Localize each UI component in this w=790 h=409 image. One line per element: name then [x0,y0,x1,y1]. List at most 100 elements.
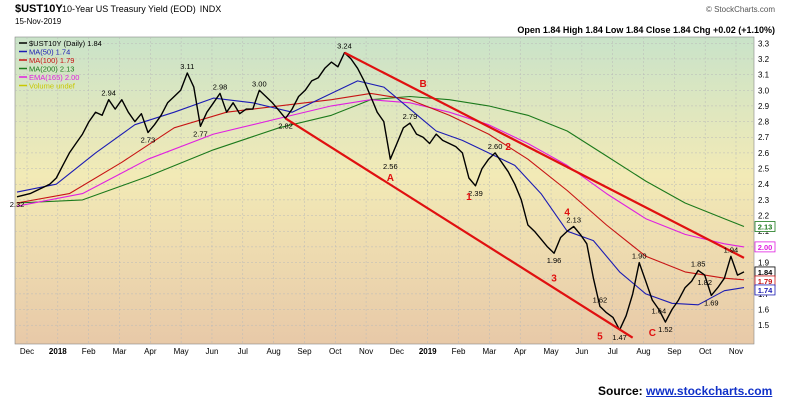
y-tick-label: 2.9 [758,102,770,111]
y-tick-label: 3.1 [758,71,770,80]
x-tick-label: Feb [82,347,96,356]
right-axis-tags: 2.13 2.00 1.841.791.74 [754,221,776,296]
trendline [284,117,634,339]
price-label: 1.62 [593,295,608,304]
price-label: 2.77 [193,129,208,138]
legend-entry: MA(100) 1.79 [29,56,74,65]
x-tick-label: Aug [636,347,650,356]
source-note: Source: www.stockcharts.com [598,384,772,398]
y-tick-label: 1.9 [758,259,770,268]
x-tick-label: Dec [390,347,404,356]
price-label: 1.85 [691,259,706,268]
wave-label: C [649,328,656,339]
right-tag-label: 2.00 [758,243,773,252]
wave-label: A [387,173,394,184]
x-tick-label: May [543,347,558,356]
x-tick-label: Feb [452,347,466,356]
ma50-line [16,80,745,306]
x-axis: Dec 2018 Feb Mar Apr May Jun Jul Aug Sep Oct Nov Dec… [20,347,743,356]
chart-name: 10-Year US Treasury Yield (EOD) INDX [62,4,221,14]
price-labels: 2.32 2.94 2.73 3.11 2.77 2.98 3.00 2.82 3.24 2.56… [10,42,739,342]
price-label: 1.82 [697,278,712,287]
x-tick-label: Sep [297,347,312,356]
ma100-line [16,92,745,281]
y-tick-label: 2.2 [758,212,770,221]
x-tick-label: Mar [483,347,497,356]
trendline-group [284,51,745,339]
price-label: 2.32 [10,200,25,209]
price-label: 2.82 [278,121,293,130]
plot-area [14,36,755,345]
right-tag-box [754,284,776,296]
price-label: 3.11 [180,62,194,71]
wave-label: 4 [564,208,570,219]
source-link[interactable]: www.stockcharts.com [646,384,773,398]
series-group [16,52,745,331]
price-line [16,52,745,331]
price-label: 1.96 [547,256,562,265]
price-label: 2.60 [488,142,503,151]
y-tick-label: 1.5 [758,321,770,330]
price-label: 2.79 [403,112,418,121]
y-tick-label: 2.6 [758,149,770,158]
y-tick-label: 2.3 [758,196,770,205]
chart-symbol: $UST10Y [15,3,63,15]
source-label: Source: [598,384,643,398]
y-tick-label: 3.0 [758,86,770,95]
price-label: 3.00 [252,79,267,88]
x-tick-label: Jun [206,347,219,356]
x-tick-label: Jul [608,347,618,356]
x-tick-label: 2018 [49,347,67,356]
x-tick-label: Oct [329,347,342,356]
right-tag-label: 2.13 [758,223,773,232]
y-tick-label: 2.4 [758,180,770,189]
stockcharts-watermark: © StockCharts.com [706,5,775,14]
chart-date: 15-Nov-2019 [15,17,62,26]
price-label: 1.47 [612,333,627,342]
legend-entry: EMA(165) 2.00 [29,73,79,82]
trendline [343,51,745,259]
x-tick-label: Aug [266,347,280,356]
y-tick-label: 1.6 [758,306,770,315]
legend-entry: $UST10Y (Daily) 1.84 [29,39,102,48]
price-label: 1.69 [704,298,719,307]
wave-label: 2 [505,142,511,153]
x-tick-label: May [174,347,189,356]
x-tick-label: Sep [667,347,682,356]
wave-label: B [419,79,426,90]
x-tick-label: Jun [575,347,588,356]
y-tick-label: 3.3 [758,39,770,48]
x-tick-label: Nov [729,347,743,356]
x-tick-label: Nov [359,347,373,356]
ma200-line [16,95,745,228]
price-label: 2.94 [101,89,116,98]
legend-entry: MA(50) 1.74 [29,48,70,57]
price-label: 2.39 [468,189,483,198]
wave-label: 5 [597,331,603,342]
y-tick-label: 2.5 [758,165,770,174]
price-label: 2.13 [566,216,581,225]
right-tag-label: 1.74 [758,286,773,295]
right-tag-box [754,221,776,232]
x-tick-label: Apr [144,347,157,356]
y-tick-label: 3.2 [758,55,770,64]
legend-entry: MA(200) 2.13 [29,65,74,74]
right-tag-box [754,241,776,253]
price-label: 2.98 [213,82,228,91]
wave-labels: A B 1 2 3 4 5 C [387,79,656,342]
x-tick-label: Mar [113,347,127,356]
price-label: 2.56 [383,162,398,171]
price-label: 1.90 [632,252,647,261]
ohlc-readout: Open 1.84 High 1.84 Low 1.84 Close 1.84 … [517,25,775,35]
price-label: 2.73 [141,136,156,145]
right-tag-label: 1.84 [758,268,773,277]
right-tag-label: 1.79 [758,277,773,286]
legend-entry: Volume undef [29,82,76,91]
ema165-line [16,99,745,248]
price-label: 1.94 [724,245,739,254]
x-tick-label: Dec [20,347,34,356]
y-tick-label: 2.8 [758,118,770,127]
price-label: 3.24 [337,42,352,51]
